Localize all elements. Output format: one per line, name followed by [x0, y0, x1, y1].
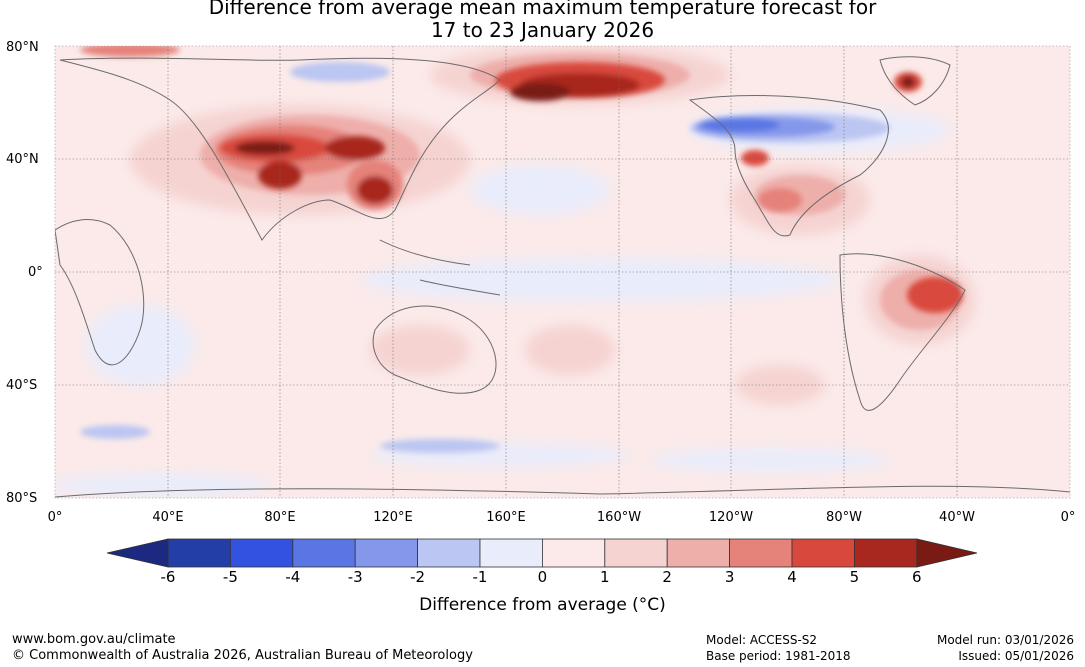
anomaly-siberia-cool — [290, 62, 390, 82]
colorbar-tick: -6 — [160, 568, 176, 586]
colorbar-boxes — [167, 538, 918, 568]
anomaly-southern-cool-2 — [380, 439, 500, 453]
anomaly-canada-cool-4 — [700, 118, 780, 132]
anomaly-southern-cool-1 — [80, 425, 150, 439]
coast-eurasia — [59, 57, 501, 241]
colorbar-tick: 0 — [537, 568, 548, 586]
chart-title: Difference from average mean maximum tem… — [0, 0, 1085, 42]
lon-label-0-east: 0° — [1060, 510, 1076, 525]
colorbar-tick: 6 — [912, 568, 922, 586]
anomaly-equatorial-pacific-cool — [360, 258, 840, 302]
anomaly-north-pacific-cool — [470, 165, 610, 215]
colorbar — [106, 538, 978, 568]
colorbar-box — [417, 538, 481, 568]
lon-label-80e: 80°E — [264, 510, 296, 525]
lon-label-160e: 160°E — [486, 510, 526, 525]
colorbar-box — [230, 538, 294, 568]
title-line-1: Difference from average mean maximum tem… — [208, 0, 877, 19]
coast-greenland — [879, 56, 951, 106]
coast-north-america — [688, 95, 889, 237]
colorbar-box — [604, 538, 668, 568]
anomaly-mexico-warm-3 — [758, 188, 802, 212]
title-line-2: 17 to 23 January 2026 — [430, 18, 655, 42]
lon-label-120e: 120°E — [373, 510, 413, 525]
lat-label-80s: 80°S — [6, 491, 38, 506]
footer-url[interactable]: www.bom.gov.au/climate — [12, 632, 176, 647]
coast-australia — [372, 305, 497, 394]
anomaly-australia-warm — [370, 325, 470, 375]
lat-label-equator: 0° — [28, 265, 43, 280]
colorbar-tick: 4 — [787, 568, 797, 586]
lat-label-40s: 40°S — [6, 378, 38, 393]
gridlines — [55, 46, 1070, 498]
colorbar-box — [854, 538, 918, 568]
colorbar-box — [292, 538, 356, 568]
map-frame — [54, 45, 1071, 499]
anomaly-arctic-warm — [80, 46, 180, 57]
colorbar-box — [354, 538, 418, 568]
colorbar-box — [666, 538, 731, 568]
anomaly-south-pacific-cool — [650, 448, 890, 472]
lon-label-160w: 160°W — [596, 510, 642, 525]
anomaly-central-asia-extreme — [235, 141, 295, 155]
footer-model-run: Model run: 03/01/2026 — [936, 633, 1074, 647]
lon-label-80w: 80°W — [826, 510, 862, 525]
colorbar-under-arrow — [106, 538, 169, 568]
coastlines — [55, 56, 1070, 498]
colorbar-tick: -5 — [222, 568, 238, 586]
coast-south-america — [839, 253, 966, 411]
lat-label-80n: 80°N — [6, 40, 39, 55]
lon-label-40w: 40°W — [939, 510, 975, 525]
anomaly-south-pacific-warm — [525, 325, 615, 375]
colorbar-tick: -4 — [285, 568, 301, 586]
anomaly-brazil-warm-5 — [907, 277, 963, 313]
colorbar-tick: 2 — [662, 568, 672, 586]
colorbar-over-arrow — [916, 538, 978, 568]
colorbar-box — [541, 538, 606, 568]
anomaly-map — [54, 45, 1071, 499]
footer-issued: Issued: 05/01/2026 — [958, 649, 1074, 663]
lat-label-40n: 40°N — [6, 152, 39, 167]
anomaly-greenland-extreme — [901, 76, 915, 88]
colorbar-tick: 5 — [849, 568, 860, 586]
colorbar-box — [791, 538, 855, 568]
colorbar-label: Difference from average (°C) — [419, 595, 666, 615]
footer-copyright: © Commonwealth of Australia 2026, Austra… — [12, 648, 473, 663]
coast-africa — [55, 219, 145, 366]
anomaly-usa-west-warm — [741, 150, 769, 166]
colorbar-tick: -1 — [472, 568, 488, 586]
anomaly-east-siberia-extreme — [510, 83, 570, 101]
anomaly-indian-ocean-cool — [85, 305, 195, 385]
coast-antarctica — [55, 485, 1070, 498]
anomaly-antarctic-cool — [55, 473, 270, 497]
anomaly-mongolia-warm-6 — [325, 136, 385, 160]
colorbar-box — [167, 538, 231, 568]
colorbar-tick: 1 — [600, 568, 610, 586]
coast-indonesia — [379, 239, 501, 296]
anomaly-strong-fields — [215, 62, 963, 313]
footer-model: Model: ACCESS-S2 — [706, 633, 818, 647]
colorbar-box — [729, 538, 793, 568]
lon-label-40e: 40°E — [152, 510, 184, 525]
footer-base-period: Base period: 1981-2018 — [706, 649, 851, 663]
lon-label-0-west: 0° — [47, 510, 63, 525]
colorbar-box — [479, 538, 543, 568]
lon-label-120w: 120°W — [708, 510, 754, 525]
anomaly-asia-warm-6 — [258, 161, 302, 189]
anomaly-east-china-warm-6 — [357, 176, 393, 204]
colorbar-tick: -2 — [410, 568, 426, 586]
colorbar-tick: -3 — [347, 568, 363, 586]
colorbar-tick: 3 — [724, 568, 735, 586]
